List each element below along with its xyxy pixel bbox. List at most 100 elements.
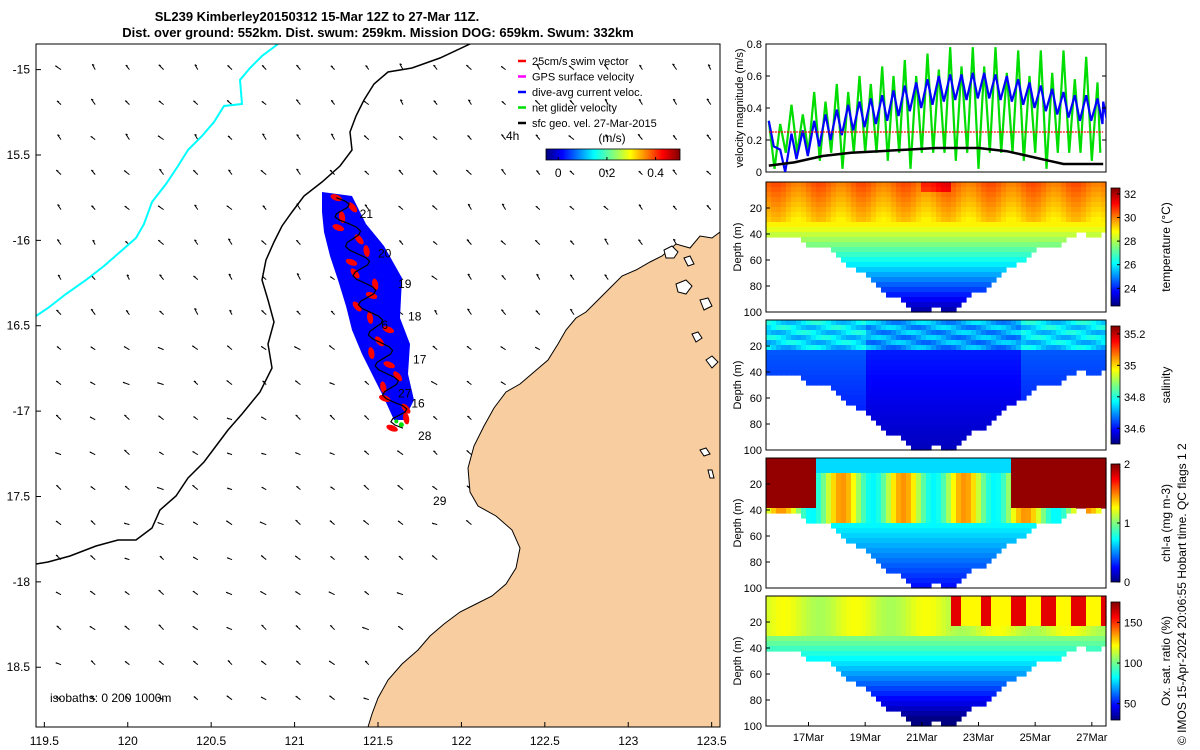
geo-velocity-arrowhead: [90, 486, 93, 489]
section-cell: [826, 197, 832, 203]
section-cell: [981, 222, 987, 228]
section-cell: [991, 247, 997, 253]
section-cell: [1086, 365, 1092, 371]
section-cell: [1046, 365, 1052, 371]
section-cell: [836, 330, 842, 336]
section-cell: [866, 616, 872, 622]
section-cell: [931, 716, 937, 722]
section-cell: [936, 415, 942, 421]
section-cell: [986, 410, 992, 416]
section-cell: [901, 340, 907, 346]
section-cell: [861, 518, 867, 524]
section-cell: [771, 626, 777, 632]
section-cell: [961, 543, 967, 549]
section-cell: [946, 380, 952, 386]
section-cell: [951, 468, 957, 474]
section-cell: [921, 651, 927, 657]
section-cell: [901, 267, 907, 273]
section-cell: [1041, 182, 1047, 188]
section-cell: [1021, 518, 1027, 524]
section-cell: [831, 596, 837, 602]
section-cell: [1006, 335, 1012, 341]
section-cell: [891, 400, 897, 406]
geo-velocity-arrowhead: [193, 380, 197, 383]
section-cell: [901, 297, 907, 303]
section-cell: [976, 473, 982, 479]
section-cell: [936, 543, 942, 549]
section-cell: [906, 528, 912, 534]
section-cell: [946, 468, 952, 474]
geo-velocity-arrowhead: [90, 381, 93, 384]
section-cell: [981, 458, 987, 464]
section-cell: [1006, 498, 1012, 504]
section-cell: [806, 192, 812, 198]
section-cell: [896, 621, 902, 627]
section-cell: [1026, 207, 1032, 213]
section-cell: [956, 197, 962, 203]
geo-velocity-arrow: [467, 203, 472, 210]
section-cell: [871, 257, 877, 263]
section-cell: [1006, 340, 1012, 346]
section-cell: [981, 488, 987, 494]
geo-velocity-arrowhead: [569, 99, 573, 102]
geo-velocity-arrow: [467, 273, 472, 280]
section-cell: [816, 330, 822, 336]
section-cell: [941, 217, 947, 223]
section-cell: [1031, 513, 1037, 519]
section-cell: [821, 192, 827, 198]
section-cell: [986, 360, 992, 366]
geo-velocity-arrowhead: [194, 308, 197, 310]
section-cell: [766, 202, 772, 208]
section-cell: [1051, 468, 1057, 474]
section-cell: [936, 548, 942, 554]
section-cell: [971, 340, 977, 346]
section-cell: [866, 661, 872, 667]
section-cell: [811, 503, 817, 509]
section-cell: [831, 503, 837, 509]
section-cell: [886, 242, 892, 248]
section-cell: [916, 287, 922, 293]
section-cell: [956, 247, 962, 253]
section-cell: [976, 395, 982, 401]
section-cell: [881, 232, 887, 238]
section-cell: [1011, 345, 1017, 351]
section-cell: [941, 345, 947, 351]
section-cell: [1081, 360, 1087, 366]
section-cell: [996, 548, 1002, 554]
section-cell: [1031, 468, 1037, 474]
section-cell: [786, 616, 792, 622]
section-cell: [996, 335, 1002, 341]
swim-vector: [379, 394, 391, 402]
section-cell: [881, 287, 887, 293]
section-cell: [956, 330, 962, 336]
section-cell: [846, 187, 852, 193]
section-cell: [951, 410, 957, 416]
section-cell: [771, 187, 777, 193]
section-cell: [901, 701, 907, 707]
section-cell: [921, 701, 927, 707]
section-cell: [921, 287, 927, 293]
section-cell: [1061, 375, 1067, 381]
section-cell: [966, 247, 972, 253]
section-cell: [891, 320, 897, 326]
section-cell: [1041, 212, 1047, 218]
section-cell: [921, 375, 927, 381]
section-cell: [971, 558, 977, 564]
geo-velocity-arrow: [706, 98, 712, 105]
section-cell: [871, 380, 877, 386]
section-cell: [1016, 187, 1022, 193]
section-cell: [1061, 237, 1067, 243]
section-ylabel: Depth (m): [732, 361, 744, 410]
section-cell: [991, 272, 997, 278]
geo-velocity-arrow: [399, 99, 404, 105]
section-cell: [866, 360, 872, 366]
section-cell: [921, 302, 927, 308]
section-cell: [896, 528, 902, 534]
section-cell: [986, 330, 992, 336]
section-cell: [791, 355, 797, 361]
section-cell: [881, 375, 887, 381]
geo-velocity-arrowhead: [157, 521, 160, 524]
section-cell: [766, 601, 772, 607]
section-cell: [951, 583, 957, 589]
section-cell: [956, 483, 962, 489]
